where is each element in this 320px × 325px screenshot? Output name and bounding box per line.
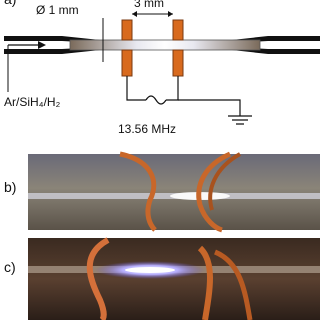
electrode [121,49,133,77]
frequency-label: 13.56 MHz [118,122,176,136]
copper-coil [119,151,157,232]
gas-label: Ar/SiH₄/H₂ [4,95,61,109]
arrow-head [132,11,173,17]
photo [28,238,320,320]
panel-label: c) [4,259,16,275]
copper-coil [208,152,242,211]
panel-c: c) [4,237,320,323]
panel-label: a) [4,0,16,7]
copper-coil [196,151,232,233]
copper-coil [86,237,110,323]
copper-coil [213,249,253,321]
panel-a: a) Ø 1 mm 3 mm Ar/SiH₄/H₂ 13.56 MHz [4,0,320,136]
electrode [172,49,184,77]
gap-label: 3 mm [134,0,164,10]
ac-source [145,95,167,105]
photo [28,154,320,230]
capillary [69,39,261,51]
panel-label: b) [4,179,16,195]
diameter-label: Ø 1 mm [36,3,79,17]
panel-b: b) [4,151,320,233]
plasma-core [125,267,175,273]
electrode [121,19,133,41]
electrode [172,19,184,41]
arrow-head [38,41,46,49]
wire [178,99,241,116]
ground [228,115,252,125]
copper-coil [197,245,213,321]
